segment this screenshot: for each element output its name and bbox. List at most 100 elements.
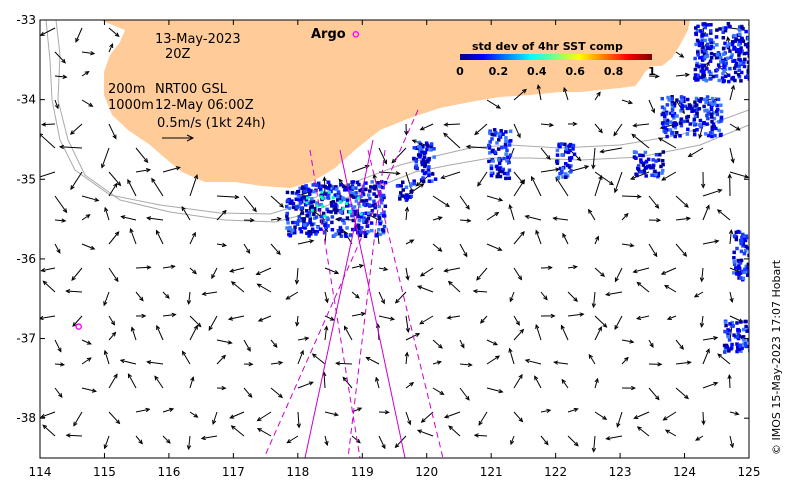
current-arrow-head: [546, 155, 551, 161]
sst-pixel: [670, 96, 674, 101]
sst-pixel: [398, 191, 403, 195]
sst-pixel: [305, 209, 309, 213]
current-arrow-head: [705, 348, 710, 354]
current-arrow-head: [404, 130, 409, 136]
sst-pixel: [700, 50, 705, 54]
current-arrow: [694, 291, 704, 298]
x-tick-label: 118: [286, 465, 309, 479]
current-arrow-head: [156, 324, 161, 330]
sst-pixel: [292, 228, 297, 232]
current-arrow-head: [395, 171, 401, 176]
current-arrow-head: [175, 166, 181, 171]
current-arrow: [621, 213, 629, 221]
sst-pixel: [348, 186, 353, 190]
current-arrow: [162, 166, 180, 173]
sst-pixel: [730, 342, 734, 347]
current-arrow-head: [272, 343, 278, 348]
current-arrow: [108, 411, 120, 424]
sst-pixel: [429, 148, 433, 152]
sst-pixel: [710, 115, 714, 119]
sst-pixel: [381, 229, 386, 233]
sst-pixel: [710, 131, 715, 135]
sst-pixel: [423, 150, 428, 155]
sst-pixel: [641, 163, 646, 167]
current-arrow: [486, 243, 502, 251]
current-arrow-head: [104, 206, 109, 212]
current-arrow-head: [334, 270, 340, 275]
sst-pixel: [495, 174, 499, 179]
sst-pixel: [349, 203, 353, 208]
current-arrow-head: [553, 360, 559, 365]
sst-pixel: [507, 176, 512, 181]
current-arrow: [324, 291, 328, 303]
current-arrow-head: [531, 175, 536, 181]
sst-pixel: [710, 125, 714, 129]
sst-pixel: [670, 108, 675, 112]
sst-pixel: [342, 197, 347, 202]
sst-pixel: [688, 122, 693, 126]
current-arrow-head: [419, 126, 425, 131]
sst-pixel: [727, 24, 732, 29]
current-arrow-head: [686, 360, 692, 365]
current-arrow-head: [516, 133, 521, 139]
sst-pixel: [726, 73, 731, 78]
current-arrow: [606, 435, 623, 440]
x-tick-label: 115: [93, 465, 116, 479]
current-arrow: [54, 243, 61, 254]
sst-pixel: [319, 227, 323, 231]
sst-pixel: [744, 341, 748, 346]
current-arrow-head: [602, 415, 608, 420]
sst-pixel: [747, 64, 749, 69]
sst-pixel: [320, 215, 324, 219]
current-arrow-head: [576, 156, 582, 162]
sst-pixel: [643, 166, 648, 170]
sst-pixel: [312, 189, 316, 194]
sst-pixel: [555, 153, 560, 157]
current-arrow: [448, 425, 461, 437]
current-arrow-head: [295, 321, 300, 327]
current-arrow: [594, 171, 614, 186]
current-arrow: [108, 43, 114, 53]
sst-pixel-high: [358, 205, 362, 209]
current-arrow-head: [143, 158, 149, 164]
sst-pixel: [380, 211, 384, 216]
sst-pixel: [738, 39, 742, 43]
sst-pixel: [731, 75, 736, 80]
sst-pixel: [353, 212, 358, 217]
sst-pixel: [735, 349, 739, 354]
sst-pixel: [339, 228, 344, 233]
current-arrow: [270, 339, 278, 348]
sst-pixel: [742, 64, 747, 69]
sst-pixel: [564, 175, 568, 179]
sst-pixel: [715, 53, 720, 57]
sst-pixel: [736, 258, 740, 263]
sst-pixel: [505, 159, 509, 163]
depth-200m-label: 200m: [108, 82, 145, 97]
colorbar-tick-label: 0.2: [489, 65, 509, 78]
sst-pixel: [312, 222, 316, 226]
sst-pixel-high: [306, 196, 310, 200]
current-arrow: [73, 411, 83, 426]
current-arrow-head: [701, 420, 706, 426]
sst-pixel: [701, 22, 705, 26]
sst-pixel: [330, 220, 334, 225]
current-arrow: [702, 240, 719, 245]
current-arrow: [648, 195, 659, 209]
sst-pixel: [680, 103, 684, 108]
current-arrow-head: [129, 227, 134, 234]
sst-pixel: [654, 152, 659, 157]
sst-pixel: [418, 142, 423, 147]
sst-pixel: [705, 67, 709, 71]
sst-pixel: [357, 226, 362, 231]
sst-pixel: [746, 269, 749, 274]
sst-pixel: [312, 212, 316, 217]
current-arrow-head: [227, 316, 234, 321]
current-arrow: [54, 195, 67, 213]
sst-pixel: [492, 132, 497, 137]
current-arrow-head: [249, 218, 255, 223]
current-arrow: [510, 435, 515, 445]
sst-pixel: [366, 211, 371, 215]
sst-pixel: [673, 101, 677, 106]
current-arrow: [633, 123, 650, 127]
current-arrow: [189, 325, 198, 341]
